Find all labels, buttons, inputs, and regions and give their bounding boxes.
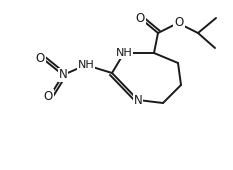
Text: O: O: [174, 16, 184, 30]
Text: N: N: [59, 69, 67, 81]
Text: N: N: [134, 94, 142, 106]
Text: NH: NH: [116, 48, 132, 58]
Text: O: O: [135, 12, 145, 24]
Text: NH: NH: [78, 60, 94, 70]
Text: O: O: [35, 52, 45, 64]
Text: O: O: [43, 89, 53, 103]
